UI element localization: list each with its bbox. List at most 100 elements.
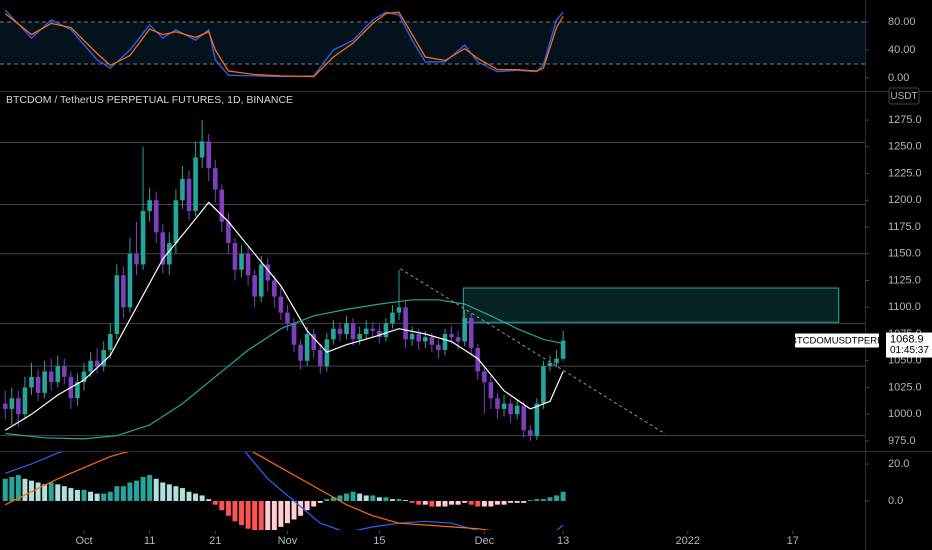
symbol-label: BTCDOMUSDTPERP bbox=[791, 336, 884, 347]
candle-body bbox=[350, 323, 356, 340]
y-tick-label: 1200.0 bbox=[888, 194, 922, 206]
histogram-bar bbox=[153, 478, 159, 501]
stoch-line bbox=[4, 11, 564, 78]
histogram-bar bbox=[435, 500, 441, 507]
histogram-bar bbox=[337, 495, 343, 501]
histogram-bar bbox=[311, 500, 317, 507]
histogram-bar bbox=[344, 493, 350, 501]
candle-body bbox=[331, 328, 336, 340]
y-tick-label: 1125.0 bbox=[888, 274, 921, 286]
currency-box[interactable] bbox=[888, 87, 920, 105]
histogram-bar bbox=[88, 491, 94, 501]
histogram-bar bbox=[245, 500, 251, 529]
candle-body bbox=[436, 344, 441, 351]
candle-body bbox=[429, 337, 435, 345]
candle-body bbox=[173, 200, 179, 244]
y-tick-label: 80.00 bbox=[888, 16, 916, 28]
candle-body bbox=[219, 189, 225, 222]
x-tick-label: 15 bbox=[373, 535, 385, 547]
histogram-bar bbox=[422, 500, 428, 505]
histogram-bar bbox=[547, 497, 553, 501]
candle-body bbox=[495, 398, 500, 409]
histogram-bar bbox=[114, 486, 120, 501]
candle-body bbox=[121, 275, 126, 308]
candle-body bbox=[508, 403, 513, 415]
candle-body bbox=[455, 337, 461, 342]
histogram-bar bbox=[147, 475, 153, 501]
histogram-bar bbox=[324, 499, 330, 501]
candle-body bbox=[501, 403, 507, 409]
histogram-bar bbox=[488, 500, 494, 507]
y-tick-label: 1275.0 bbox=[888, 114, 922, 126]
x-tick-label: Nov bbox=[278, 535, 298, 547]
histogram-bar bbox=[298, 500, 304, 516]
candle-body bbox=[180, 178, 185, 201]
y-tick-label: 0.00 bbox=[888, 72, 909, 84]
candle-body bbox=[278, 296, 284, 313]
y-tick-label: 1100.0 bbox=[888, 301, 921, 313]
histogram-bar bbox=[284, 500, 290, 524]
candle-body bbox=[88, 360, 93, 372]
candle-body bbox=[94, 360, 100, 367]
histogram-bar bbox=[376, 497, 382, 501]
histogram-bar bbox=[252, 500, 258, 530]
histogram-bar bbox=[409, 500, 415, 503]
candle-body bbox=[488, 382, 494, 399]
candle-body bbox=[317, 350, 323, 367]
histogram-bar bbox=[101, 493, 107, 501]
macd-line bbox=[5, 452, 492, 530]
x-tick-label: Dec bbox=[475, 535, 495, 547]
macd-panel bbox=[2, 452, 566, 530]
histogram-bar bbox=[501, 500, 507, 505]
histogram-bar bbox=[357, 493, 363, 501]
candle-body bbox=[541, 366, 546, 404]
histogram-bar bbox=[140, 476, 146, 501]
histogram-bar bbox=[389, 499, 395, 501]
histogram-bar bbox=[330, 497, 336, 501]
candle-body bbox=[134, 253, 139, 265]
histogram-bar bbox=[429, 500, 435, 507]
x-tick-label: Oct bbox=[75, 535, 92, 547]
trendline bbox=[400, 268, 666, 435]
candle-body bbox=[81, 371, 87, 383]
candle-body bbox=[337, 328, 343, 335]
candle-body bbox=[48, 371, 54, 383]
histogram-bar bbox=[403, 500, 409, 501]
histogram-bar bbox=[304, 500, 310, 511]
candle-body bbox=[252, 275, 257, 297]
histogram-bar bbox=[455, 500, 461, 505]
candle-body bbox=[482, 371, 487, 383]
candle-body bbox=[29, 376, 34, 388]
candle-body bbox=[193, 157, 198, 211]
x-tick-label: 2022 bbox=[676, 535, 700, 547]
histogram-bar bbox=[2, 478, 8, 501]
histogram-bar bbox=[219, 500, 225, 511]
histogram-bar bbox=[179, 488, 185, 501]
histogram-bar bbox=[120, 486, 126, 501]
candle-body bbox=[186, 178, 192, 211]
candle-body bbox=[560, 340, 566, 359]
candle-body bbox=[22, 387, 28, 415]
histogram-bar bbox=[48, 482, 54, 501]
candle-body bbox=[199, 141, 205, 158]
histogram-bar bbox=[212, 500, 218, 505]
candle-body bbox=[245, 253, 251, 276]
candle-body bbox=[370, 328, 376, 331]
histogram-bar bbox=[239, 500, 245, 526]
last-price: 1068.9 bbox=[890, 333, 924, 345]
candle-body bbox=[304, 334, 310, 361]
y-tick-label: 20.0 bbox=[888, 458, 909, 470]
histogram-bar bbox=[134, 480, 140, 501]
histogram-bar bbox=[225, 500, 231, 516]
candle-body bbox=[534, 403, 540, 436]
candle-body bbox=[462, 317, 467, 342]
candle-body bbox=[114, 275, 120, 335]
candle-body bbox=[147, 200, 152, 211]
y-tick-label: 1025.0 bbox=[888, 381, 922, 393]
histogram-bar bbox=[396, 499, 402, 501]
candle-body bbox=[442, 334, 448, 351]
histogram-bar bbox=[265, 500, 271, 530]
candle-body bbox=[127, 253, 133, 308]
histogram-bar bbox=[514, 500, 520, 503]
currency-label[interactable]: USDT bbox=[890, 91, 917, 102]
